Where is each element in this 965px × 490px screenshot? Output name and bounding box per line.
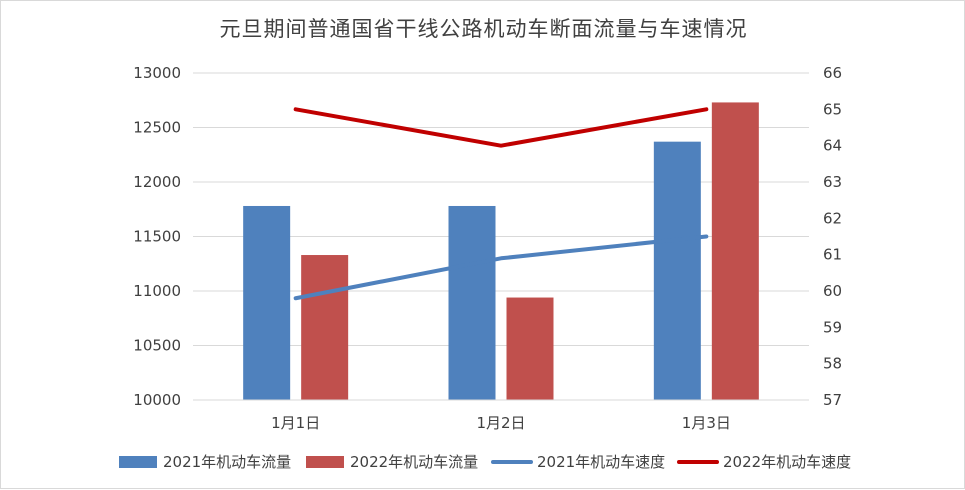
bar-2021-flow bbox=[653, 141, 701, 401]
chart-title: 元旦期间普通国省干线公路机动车断面流量与车速情况 bbox=[219, 17, 748, 41]
bar-2022-flow bbox=[711, 102, 759, 401]
y-left-tick-label: 10000 bbox=[133, 391, 181, 409]
line-2021-speed bbox=[293, 234, 709, 301]
y-right-tick-label: 58 bbox=[823, 355, 842, 373]
bar-2021-flow bbox=[448, 205, 496, 400]
y-left-tick-label: 11000 bbox=[133, 282, 181, 300]
y-right-tick-label: 62 bbox=[823, 209, 842, 227]
line-2022-speed bbox=[293, 107, 709, 148]
bar-2022-flow bbox=[506, 297, 554, 400]
legend-label: 2021年机动车速度 bbox=[537, 453, 665, 471]
y-right-tick-label: 64 bbox=[823, 137, 842, 155]
legend-swatch-bar bbox=[306, 456, 344, 468]
y-left-tick-label: 12000 bbox=[133, 173, 181, 191]
y-right-tick-label: 60 bbox=[823, 282, 842, 300]
y-right-tick-label: 66 bbox=[823, 64, 842, 82]
y-left-tick-label: 12500 bbox=[133, 119, 181, 137]
bar-2021-flow bbox=[243, 205, 291, 400]
y-right-tick-label: 57 bbox=[823, 391, 842, 409]
legend-label: 2021年机动车流量 bbox=[163, 453, 291, 471]
y-left-tick-label: 13000 bbox=[133, 64, 181, 82]
legend-swatch-bar bbox=[119, 456, 157, 468]
legend-label: 2022年机动车流量 bbox=[350, 453, 478, 471]
x-tick-label: 1月2日 bbox=[476, 414, 525, 432]
y-right-tick-label: 63 bbox=[823, 173, 842, 191]
y-left-tick-label: 10500 bbox=[133, 337, 181, 355]
x-tick-label: 1月1日 bbox=[271, 414, 320, 432]
y-left-tick-label: 11500 bbox=[133, 228, 181, 246]
x-tick-label: 1月3日 bbox=[682, 414, 731, 432]
y-right-tick-label: 65 bbox=[823, 100, 842, 118]
y-right-tick-label: 61 bbox=[823, 246, 842, 264]
bar-2022-flow bbox=[301, 255, 349, 400]
legend-label: 2022年机动车速度 bbox=[723, 453, 851, 471]
y-right-tick-label: 59 bbox=[823, 318, 842, 336]
